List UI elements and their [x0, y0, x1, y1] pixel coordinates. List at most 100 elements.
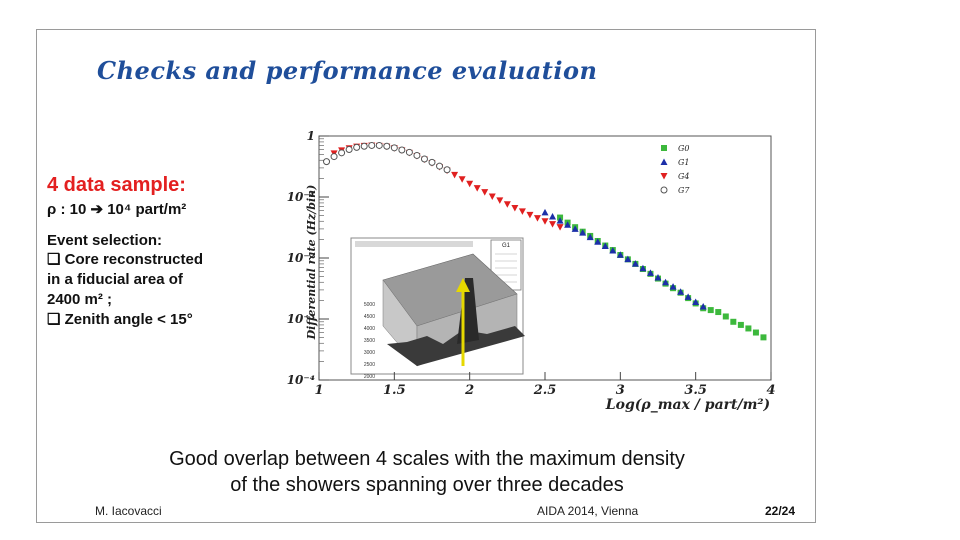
x-tick-label: 3 — [616, 383, 625, 398]
y-tick-label: 10⁻⁴ — [287, 373, 315, 387]
y-axis-label: Differential rate (Hz/bin) — [305, 185, 318, 341]
legend-entry: G4 — [678, 172, 689, 181]
inset-stats-title: G1 — [502, 243, 511, 249]
data-point — [511, 205, 519, 212]
data-point — [715, 309, 722, 316]
data-point — [564, 221, 572, 228]
data-point — [556, 224, 564, 231]
y-tick-label: 10⁻¹ — [287, 190, 315, 204]
data-point — [639, 264, 647, 272]
data-point — [345, 146, 353, 154]
data-point — [661, 145, 667, 151]
data-point — [420, 155, 428, 163]
slide-title: Checks and performance evaluation — [97, 56, 598, 85]
data-point — [722, 313, 729, 320]
data-point — [631, 260, 639, 267]
data-point — [360, 142, 368, 150]
criterion-4: ❑ Zenith angle < 15° — [47, 311, 193, 328]
data-point — [616, 251, 624, 258]
inset-y-tick: 4500 — [364, 314, 375, 320]
data-point — [692, 298, 700, 305]
sample-heading: 4 data sample: — [47, 174, 186, 196]
data-point — [609, 246, 617, 254]
data-point — [473, 185, 481, 192]
event-selection-heading: Event selection: — [47, 232, 163, 249]
data-point — [503, 201, 511, 208]
data-point — [488, 193, 496, 200]
data-point — [375, 141, 383, 149]
data-point — [413, 151, 421, 159]
data-point — [541, 208, 549, 216]
data-point — [594, 238, 602, 245]
data-point — [428, 158, 436, 166]
inset-caption-bar — [355, 241, 473, 247]
footer-event: AIDA 2014, Vienna — [537, 504, 639, 518]
data-point — [496, 197, 504, 204]
data-point — [677, 288, 685, 295]
data-point — [436, 162, 444, 170]
data-point — [405, 148, 413, 156]
data-point — [383, 142, 391, 150]
data-point — [669, 283, 677, 290]
data-point — [549, 212, 557, 220]
inset-y-tick: 3000 — [364, 350, 375, 356]
y-tick-label: 10⁻² — [287, 251, 315, 265]
inset-arrow-head — [456, 278, 470, 292]
inset-y-tick: 4000 — [364, 326, 375, 332]
legend-entry: G0 — [678, 144, 689, 153]
footer-author: M. Iacovacci — [95, 504, 162, 518]
data-point — [549, 221, 557, 228]
data-point — [684, 293, 692, 300]
data-point — [646, 269, 654, 276]
conclusion-text: Good overlap between 4 scales with the m… — [37, 446, 815, 498]
x-tick-label: 2.5 — [533, 383, 557, 398]
data-point — [760, 334, 767, 341]
x-tick-label: 4 — [766, 383, 775, 398]
y-tick-label: 10⁻³ — [287, 312, 315, 326]
data-point — [586, 233, 594, 241]
data-point — [518, 208, 526, 215]
data-point — [654, 273, 662, 281]
inset-y-tick: 2500 — [364, 362, 375, 368]
inset-surface-noise — [387, 326, 525, 366]
criterion-2: in a fiducial area of — [47, 271, 183, 288]
data-point — [458, 176, 466, 183]
data-point — [323, 158, 331, 166]
inset-y-tick: 3500 — [364, 338, 375, 344]
x-axis-label: Log(ρ_max / part/m²) — [605, 397, 770, 413]
data-point — [541, 218, 549, 225]
y-tick-label: 1 — [307, 130, 315, 143]
data-point — [481, 189, 489, 196]
legend-entry: G1 — [678, 158, 689, 167]
data-point — [660, 173, 668, 180]
data-point — [660, 186, 668, 194]
data-point — [571, 225, 579, 232]
rate-plot-svg: G1 5000 4500 4000 3500 3000 2500 2000 1 1.5 2 2.5… — [287, 130, 776, 413]
data-point — [579, 229, 587, 236]
data-point — [707, 307, 714, 314]
x-tick-label: 1 — [314, 383, 323, 398]
data-point — [730, 318, 737, 325]
data-point — [745, 325, 752, 332]
criterion-1: ❑ Core reconstructed — [47, 251, 203, 268]
conclusion-line-2: of the showers spanning over three decad… — [230, 474, 624, 496]
footer-page-number: 22/24 — [765, 504, 796, 518]
data-point — [353, 143, 361, 151]
criterion-3: 2400 m² ; — [47, 291, 113, 308]
plot-legend: G0 G1 G4 G7 — [660, 144, 690, 195]
plot-axis-ticks: 1 1.5 2 2.5 3 3.5 4 1 10⁻¹ 10⁻² 10⁻³ 10⁻⁴ — [287, 130, 776, 398]
data-point — [398, 146, 406, 154]
data-point — [737, 321, 744, 328]
data-point — [662, 278, 670, 286]
data-point — [443, 166, 451, 174]
x-tick-label: 3.5 — [684, 383, 707, 398]
data-point — [601, 242, 609, 250]
data-point — [466, 180, 474, 188]
conclusion-line-1: Good overlap between 4 scales with the m… — [169, 448, 685, 470]
data-point — [390, 144, 398, 152]
data-point — [330, 153, 338, 161]
x-tick-label: 2 — [464, 383, 474, 398]
data-point — [338, 149, 346, 157]
data-point — [556, 217, 564, 224]
data-point — [624, 255, 632, 263]
